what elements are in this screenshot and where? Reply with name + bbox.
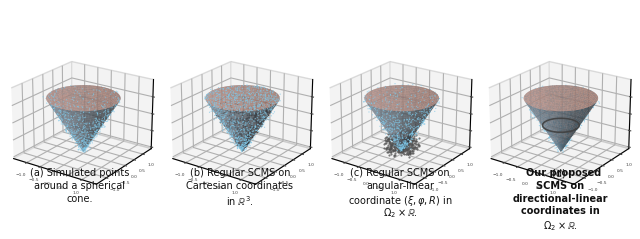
Text: cone.: cone. bbox=[67, 194, 93, 204]
Text: coordinate $(\xi, \varphi, R)$ in: coordinate $(\xi, \varphi, R)$ in bbox=[348, 194, 452, 208]
Text: directional-linear: directional-linear bbox=[512, 194, 608, 204]
Text: in $\mathbb{R}^3$.: in $\mathbb{R}^3$. bbox=[226, 194, 254, 208]
Text: (b) Regular SCMS on: (b) Regular SCMS on bbox=[189, 168, 291, 179]
Text: $\Omega_2 \times \mathbb{R}$.: $\Omega_2 \times \mathbb{R}$. bbox=[383, 206, 417, 220]
Text: (a) Simulated points: (a) Simulated points bbox=[30, 168, 130, 179]
Text: Cartesian coordinates: Cartesian coordinates bbox=[186, 181, 294, 191]
Text: around a spherical: around a spherical bbox=[35, 181, 125, 191]
Text: $\Omega_2 \times \mathbb{R}$.: $\Omega_2 \times \mathbb{R}$. bbox=[543, 219, 577, 233]
Text: coordinates in: coordinates in bbox=[520, 206, 600, 217]
Text: Our proposed: Our proposed bbox=[525, 168, 601, 179]
Text: SCMS on: SCMS on bbox=[536, 181, 584, 191]
Text: angular-linear: angular-linear bbox=[366, 181, 434, 191]
Text: (c) Regular SCMS on: (c) Regular SCMS on bbox=[350, 168, 450, 179]
Text: (d): (d) bbox=[552, 168, 568, 179]
